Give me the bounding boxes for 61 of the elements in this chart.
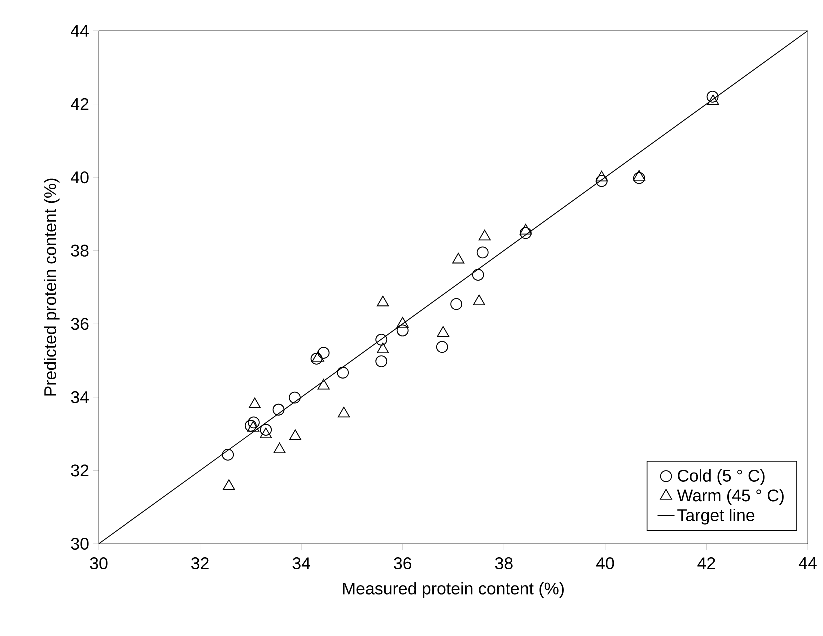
point (289, 430, 302, 440)
point (310, 353, 323, 365)
y-tick-label: 34 (71, 391, 89, 404)
point (337, 366, 350, 379)
legend-label: Warm (45 ° C) (677, 489, 784, 506)
point (244, 420, 257, 432)
point (633, 172, 646, 184)
point (633, 170, 646, 181)
y-tick-label: 36 (71, 318, 89, 330)
legend-label: Target line (678, 509, 755, 525)
point (248, 398, 262, 408)
point (312, 351, 324, 362)
point (596, 170, 608, 182)
point (248, 416, 260, 429)
point (437, 326, 450, 337)
y-tick-label: 38 (71, 244, 89, 257)
point (452, 253, 465, 264)
legend-label: Cold (5 ° C) (678, 470, 765, 486)
point (476, 246, 489, 259)
point (436, 341, 448, 354)
point (596, 175, 608, 188)
point (289, 392, 301, 404)
y-tick-label: 40 (71, 172, 89, 184)
y-tick-label: 30 (71, 538, 89, 550)
point (222, 449, 234, 461)
x-tick-label: 38 (495, 558, 513, 570)
y-tick-label: 32 (71, 464, 89, 477)
point (478, 230, 491, 241)
point (473, 294, 486, 306)
point (318, 379, 330, 390)
point (520, 227, 532, 240)
point (377, 296, 390, 307)
x-axis-title: Measured protein content (%) (343, 582, 564, 598)
point (376, 356, 388, 368)
y-tick-label: 44 (71, 25, 89, 37)
point (377, 342, 390, 354)
point (707, 94, 720, 106)
point (318, 347, 330, 360)
y-axis-title: Predicted protein content (%) (44, 178, 60, 396)
point (260, 428, 272, 438)
x-tick-label: 44 (798, 558, 817, 570)
point (223, 480, 236, 490)
point (376, 334, 388, 346)
x-tick-label: 40 (596, 558, 614, 570)
point (260, 424, 272, 436)
point (520, 224, 532, 235)
point (338, 406, 350, 418)
point (272, 404, 285, 416)
x-tick-label: 36 (394, 558, 412, 570)
point (247, 421, 260, 432)
x-tick-label: 42 (698, 558, 716, 570)
x-tick-label: 30 (90, 558, 108, 570)
point (396, 324, 409, 337)
y-tick-label: 42 (71, 98, 89, 110)
point (706, 91, 719, 103)
point (472, 269, 484, 281)
x-tick-label: 32 (192, 558, 209, 570)
point (450, 298, 462, 310)
point (274, 442, 286, 454)
x-tick-label: 34 (292, 558, 310, 570)
point (396, 317, 409, 328)
